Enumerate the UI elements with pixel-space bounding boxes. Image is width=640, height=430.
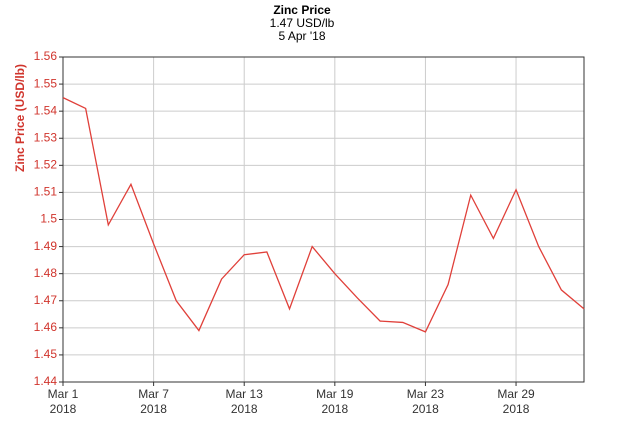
x-tick-label: Mar 1 2018 <box>47 387 79 416</box>
y-tick-label: 1.46 <box>34 320 58 334</box>
y-tick-label: 1.44 <box>34 374 58 388</box>
y-axis-label: Zinc Price (USD/lb) <box>13 64 27 172</box>
chart-title: Zinc Price <box>273 3 331 17</box>
y-tick-label: 1.51 <box>34 185 58 199</box>
y-tick-label: 1.49 <box>34 239 58 253</box>
y-tick-label: 1.48 <box>34 266 58 280</box>
chart-subtitle: 1.47 USD/lb <box>270 16 335 30</box>
price-line <box>62 97 585 333</box>
y-tick-label: 1.53 <box>34 130 58 144</box>
x-tick-label: Mar 7 2018 <box>138 387 169 416</box>
y-tick-label: 1.55 <box>34 76 58 90</box>
y-tick-label: 1.47 <box>34 293 58 307</box>
x-tick-label: Mar 29 2018 <box>497 387 535 416</box>
plot-frame <box>62 56 585 383</box>
x-tick-label: Mar 13 2018 <box>225 387 263 416</box>
y-tick-label: 1.52 <box>34 158 58 172</box>
y-tick-label: 1.54 <box>34 103 58 117</box>
x-tick-label: Mar 23 2018 <box>406 387 445 416</box>
y-tick-label: 1.5 <box>40 212 57 226</box>
x-tick-label: Mar 19 2018 <box>316 387 354 416</box>
y-tick-label: 1.56 <box>34 49 58 63</box>
y-tick-label: 1.45 <box>34 347 58 361</box>
chart-date: 5 Apr '18 <box>279 29 326 43</box>
